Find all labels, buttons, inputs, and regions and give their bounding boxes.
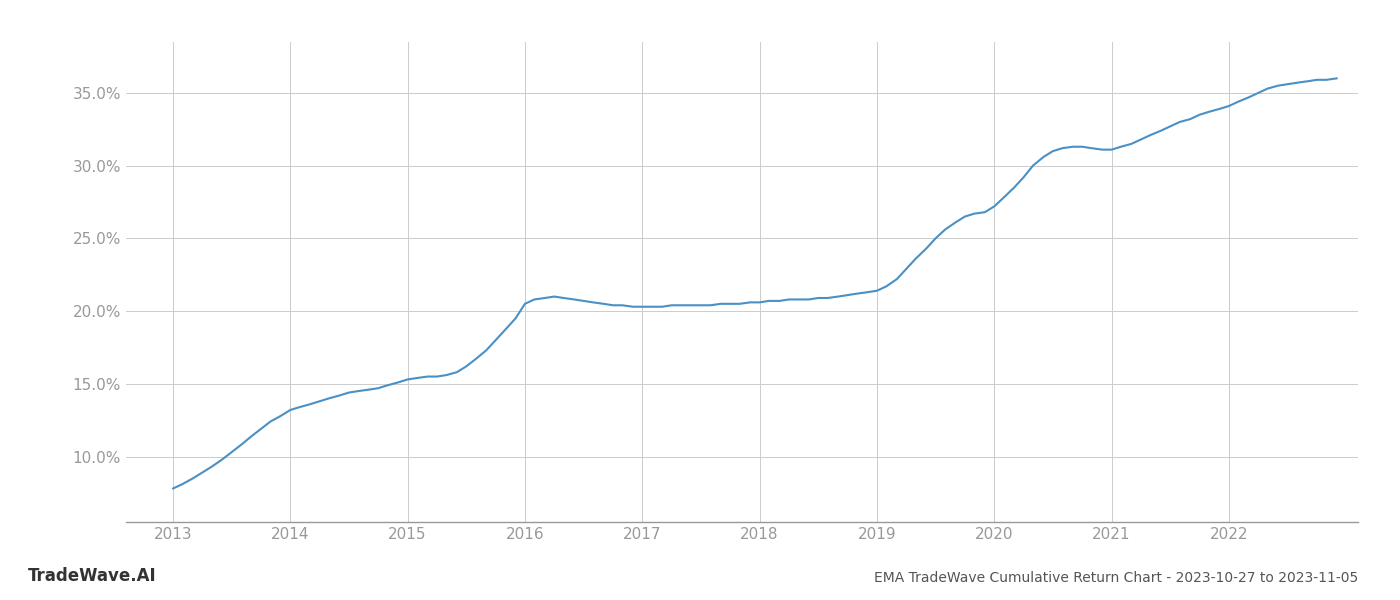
Text: TradeWave.AI: TradeWave.AI bbox=[28, 567, 157, 585]
Text: EMA TradeWave Cumulative Return Chart - 2023-10-27 to 2023-11-05: EMA TradeWave Cumulative Return Chart - … bbox=[874, 571, 1358, 585]
